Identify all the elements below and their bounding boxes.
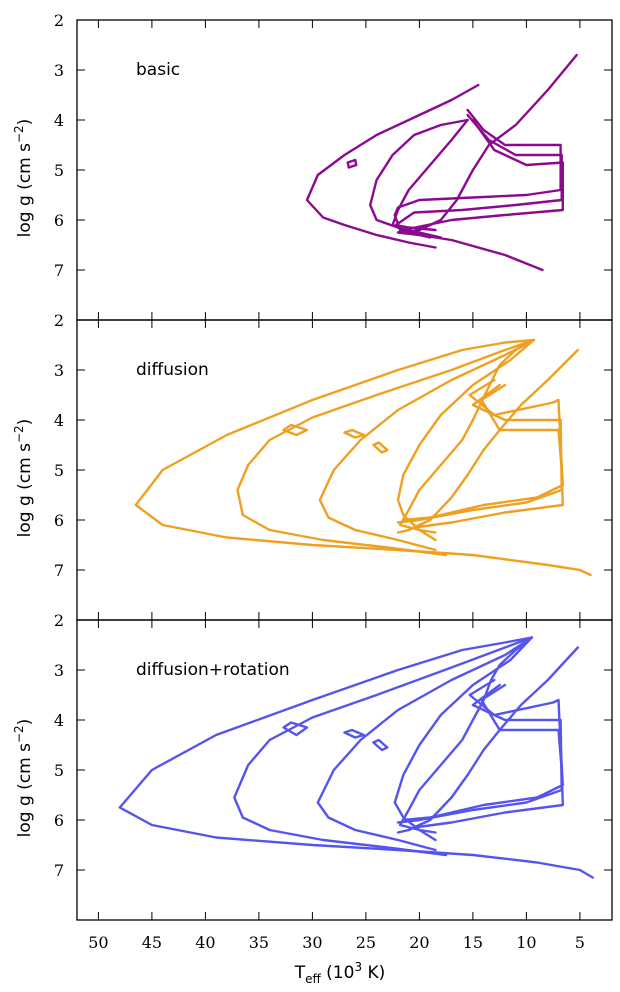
y-axis-label: log g (cm s−2) — [12, 419, 35, 538]
track-line — [391, 118, 469, 237]
y-axis-label: log g (cm s−2) — [12, 719, 35, 838]
y-axis-label-main: log g (cm s — [15, 743, 35, 837]
panel-basic: 2 3 4 5 6 7 basic log g (cm s−2) — [12, 11, 613, 321]
track-line — [407, 383, 564, 532]
track-line — [318, 338, 536, 552]
y-tick-label: 7 — [54, 861, 64, 880]
track-line — [316, 636, 533, 852]
track-line — [396, 338, 536, 542]
y-tick-label: 6 — [54, 211, 64, 230]
y-axis-label-end: ) — [15, 419, 35, 426]
panel-diffusion-rotation: 2 3 4 5 6 7 diffusion+rotation log g (cm s−2) — [12, 611, 613, 921]
y-tick-label: 5 — [54, 461, 64, 480]
y-axis-label-sup: −2 — [12, 425, 26, 443]
panel-label: basic — [136, 60, 180, 80]
track-line — [407, 683, 564, 832]
x-axis-label-sup: 3 — [354, 960, 362, 974]
track-line — [233, 636, 533, 857]
y-axis-label-sup: −2 — [12, 125, 26, 143]
track-line — [398, 636, 533, 834]
y-tick-label: 4 — [54, 711, 64, 730]
x-tick-label: 5 — [575, 933, 585, 952]
x-axis-label: Teff (103 K) — [294, 960, 386, 986]
x-tick-label: 25 — [356, 933, 376, 952]
track-line — [282, 721, 309, 737]
y-axis-label-main: log g (cm s — [15, 143, 35, 237]
y-tick-label: 6 — [54, 811, 64, 830]
panel-diffusion: 2 3 4 5 6 7 diffusion log g (cm s−2) — [12, 311, 613, 621]
track-line — [282, 423, 309, 437]
y-tick-label: 6 — [54, 511, 64, 530]
x-tick-label: 15 — [463, 933, 483, 952]
x-tick-label: 20 — [409, 933, 429, 952]
track-line — [398, 338, 536, 534]
y-tick-label: 4 — [54, 411, 64, 430]
track-line — [118, 636, 594, 879]
y-tick-label: 5 — [54, 161, 64, 180]
track-line — [372, 738, 389, 752]
track-line — [236, 338, 536, 557]
y-axis-label-end: ) — [15, 719, 35, 726]
x-tick-label: 45 — [142, 933, 162, 952]
track-line — [394, 113, 563, 232]
y-tick-label: 4 — [54, 111, 64, 130]
track-line — [396, 646, 579, 834]
track-line — [305, 83, 480, 249]
track-line — [134, 338, 592, 577]
panel-label: diffusion — [136, 360, 209, 380]
y-axis-label-main: log g (cm s — [15, 443, 35, 537]
track-line — [346, 158, 358, 169]
y-tick-label: 3 — [54, 61, 64, 80]
track-line — [343, 728, 365, 739]
y-tick-label: 2 — [54, 11, 64, 30]
y-tick-label: 3 — [54, 361, 64, 380]
y-tick-label: 2 — [54, 311, 64, 330]
panel-label: diffusion+rotation — [136, 660, 290, 680]
x-axis: 50 45 40 35 30 25 20 15 10 5 — [88, 933, 585, 952]
track-line — [372, 441, 389, 454]
x-tick-label: 30 — [302, 933, 322, 952]
track-line — [393, 636, 533, 842]
x-tick-label: 40 — [195, 933, 215, 952]
y-tick-label: 7 — [54, 261, 64, 280]
y-axis-label-end: ) — [15, 119, 35, 126]
x-tick-label: 35 — [249, 933, 269, 952]
y-tick-label: 3 — [54, 661, 64, 680]
y-axis-label: log g (cm s−2) — [12, 119, 35, 238]
x-tick-label: 50 — [88, 933, 108, 952]
track-line — [343, 428, 365, 439]
y-tick-label: 2 — [54, 611, 64, 630]
y-tick-label: 7 — [54, 561, 64, 580]
track-line — [396, 118, 564, 239]
y-tick-label: 5 — [54, 761, 64, 780]
x-tick-label: 10 — [516, 933, 536, 952]
y-axis-label-sup: −2 — [12, 725, 26, 743]
track-line — [396, 348, 579, 534]
track-line — [393, 108, 562, 237]
x-axis-label-sub: eff — [305, 972, 321, 986]
